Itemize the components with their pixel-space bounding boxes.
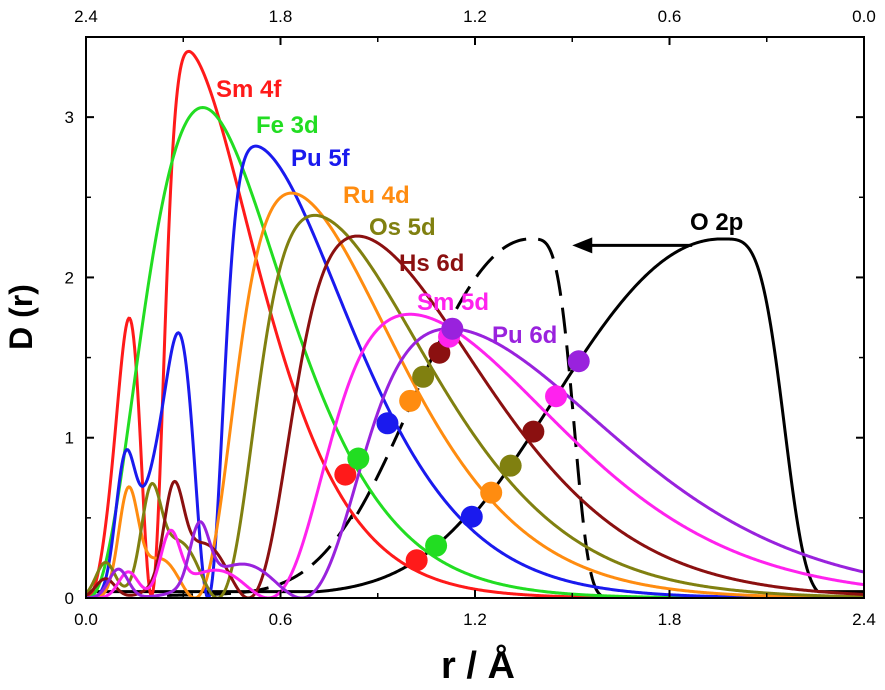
curve-label-sm-5d: Sm 5d xyxy=(417,289,489,316)
marker-solid-os-5d xyxy=(499,454,522,477)
top-x-tick-label: 1.8 xyxy=(269,7,293,26)
y-tick-label: 2 xyxy=(65,268,74,287)
marker-dashed-os-5d xyxy=(412,365,435,388)
y-tick-label: 1 xyxy=(65,429,74,448)
marker-dashed-pu-5f xyxy=(376,412,399,435)
curve-label-o2p: O 2p xyxy=(690,209,743,236)
x-tick-label: 2.4 xyxy=(852,610,876,629)
marker-solid-fe-3d xyxy=(425,534,448,557)
curve-label-pu-6d: Pu 6d xyxy=(492,322,557,349)
series-line-ru-4d xyxy=(86,191,864,598)
y-axis-title: D (r) xyxy=(3,284,39,350)
x-axis-title: r / Å xyxy=(441,643,515,687)
curve-label-hs-6d: Hs 6d xyxy=(399,250,464,277)
marker-solid-sm-5d xyxy=(545,385,568,408)
top-x-tick-label: 1.2 xyxy=(463,7,487,26)
curve-label-os-5d: Os 5d xyxy=(369,214,436,241)
marker-dashed-sm-4f xyxy=(334,463,357,486)
y-tick-label: 3 xyxy=(65,108,74,127)
marker-solid-pu-5f xyxy=(460,505,483,528)
marker-solid-pu-6d xyxy=(567,350,590,373)
top-x-tick-label: 0.0 xyxy=(852,7,876,26)
o2p-arrow-annotation xyxy=(572,237,693,254)
axis-ticks xyxy=(85,37,865,599)
arrow-head xyxy=(572,237,593,254)
curve-label-ru-4d: Ru 4d xyxy=(343,182,410,209)
top-x-tick-label: 0.6 xyxy=(658,7,682,26)
x-tick-label: 0.6 xyxy=(269,610,293,629)
series-line-sm-5d xyxy=(86,312,864,598)
curve-label-fe-3d: Fe 3d xyxy=(256,112,319,139)
curve-label-sm-4f: Sm 4f xyxy=(216,76,282,103)
marker-dashed-hs-6d xyxy=(428,341,451,364)
y-tick-label: 0 xyxy=(65,589,74,608)
marker-solid-hs-6d xyxy=(522,420,545,443)
series-line-os-5d xyxy=(86,213,864,598)
series-line-pu-6d xyxy=(86,327,864,598)
marker-dashed-pu-6d xyxy=(441,317,464,340)
curve-label-pu-5f: Pu 5f xyxy=(291,145,351,172)
series-line-hs-6d xyxy=(86,234,864,598)
marker-dashed-ru-4d xyxy=(399,389,422,412)
top-x-tick-label: 2.4 xyxy=(74,7,98,26)
marker-dashed-fe-3d xyxy=(347,447,370,470)
intersection-markers xyxy=(334,317,590,572)
marker-solid-ru-4d xyxy=(480,481,503,504)
x-tick-label: 1.8 xyxy=(658,610,682,629)
x-tick-label: 0.0 xyxy=(74,610,98,629)
x-tick-label: 1.2 xyxy=(463,610,487,629)
marker-solid-sm-4f xyxy=(405,549,428,572)
